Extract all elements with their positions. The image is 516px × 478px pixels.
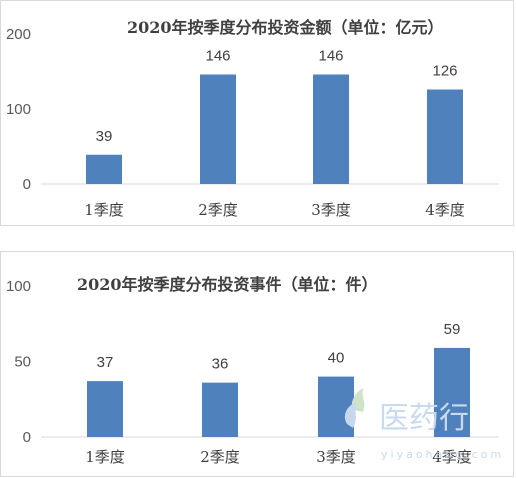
y-tick-label: 200 — [6, 26, 31, 43]
data-label: 40 — [328, 350, 345, 367]
watermark-logo: 医药行 yiyaohang.com — [344, 388, 504, 461]
bar — [200, 74, 236, 184]
bar — [86, 154, 122, 184]
data-label: 146 — [205, 48, 230, 65]
y-ticks: 0 50 100 — [6, 278, 31, 446]
watermark-text: 医药行 — [379, 401, 469, 436]
y-tick-label: 0 — [23, 176, 31, 193]
data-label: 146 — [318, 48, 343, 65]
bar — [313, 74, 349, 184]
chart-title: 2020年按季度分布投资事件（单位：件） — [77, 275, 378, 294]
category-labels: 1季度 2季度 3季度 4季度 — [84, 201, 465, 219]
y-tick-label: 0 — [23, 429, 31, 446]
watermark-sub: yiyaohang.com — [381, 448, 504, 461]
category-label: 2季度 — [198, 201, 238, 219]
chart-panel-events: 2020年按季度分布投资事件（单位：件） 0 50 100 37 36 40 59 1季度… — [0, 251, 514, 477]
chart-amount-svg: 2020年按季度分布投资金额（单位：亿元） 0 100 200 39 146 146 12… — [6, 18, 499, 219]
data-label: 36 — [212, 356, 229, 373]
category-label: 2季度 — [200, 448, 240, 466]
bar — [87, 381, 123, 437]
data-label: 37 — [97, 354, 114, 371]
drop-icon — [344, 402, 357, 428]
bar — [318, 376, 354, 437]
chart-panel-amount: 2020年按季度分布投资金额（单位：亿元） 0 100 200 39 146 146 12… — [0, 0, 514, 226]
y-ticks: 0 100 200 — [6, 26, 31, 193]
bars — [86, 74, 463, 184]
category-label: 1季度 — [85, 448, 125, 466]
y-tick-label: 100 — [6, 101, 31, 118]
y-tick-label: 50 — [14, 354, 31, 371]
data-label: 39 — [96, 128, 113, 145]
chart-events-svg: 2020年按季度分布投资事件（单位：件） 0 50 100 37 36 40 59 1季度… — [6, 275, 504, 466]
bar — [202, 382, 238, 437]
bars — [87, 347, 470, 437]
chart-title: 2020年按季度分布投资金额（单位：亿元） — [127, 18, 444, 37]
data-label: 126 — [432, 63, 457, 80]
y-tick-label: 100 — [6, 278, 31, 295]
category-label: 3季度 — [311, 201, 351, 219]
category-labels: 1季度 2季度 3季度 4季度 — [85, 448, 472, 466]
data-labels: 39 146 146 126 — [96, 48, 458, 145]
data-label: 59 — [444, 321, 461, 338]
category-label: 1季度 — [84, 201, 124, 219]
data-labels: 37 36 40 59 — [97, 321, 461, 373]
category-label: 4季度 — [425, 201, 465, 219]
category-label: 4季度 — [432, 448, 472, 466]
category-label: 3季度 — [316, 448, 356, 466]
bar — [434, 347, 470, 437]
bar — [427, 89, 463, 184]
